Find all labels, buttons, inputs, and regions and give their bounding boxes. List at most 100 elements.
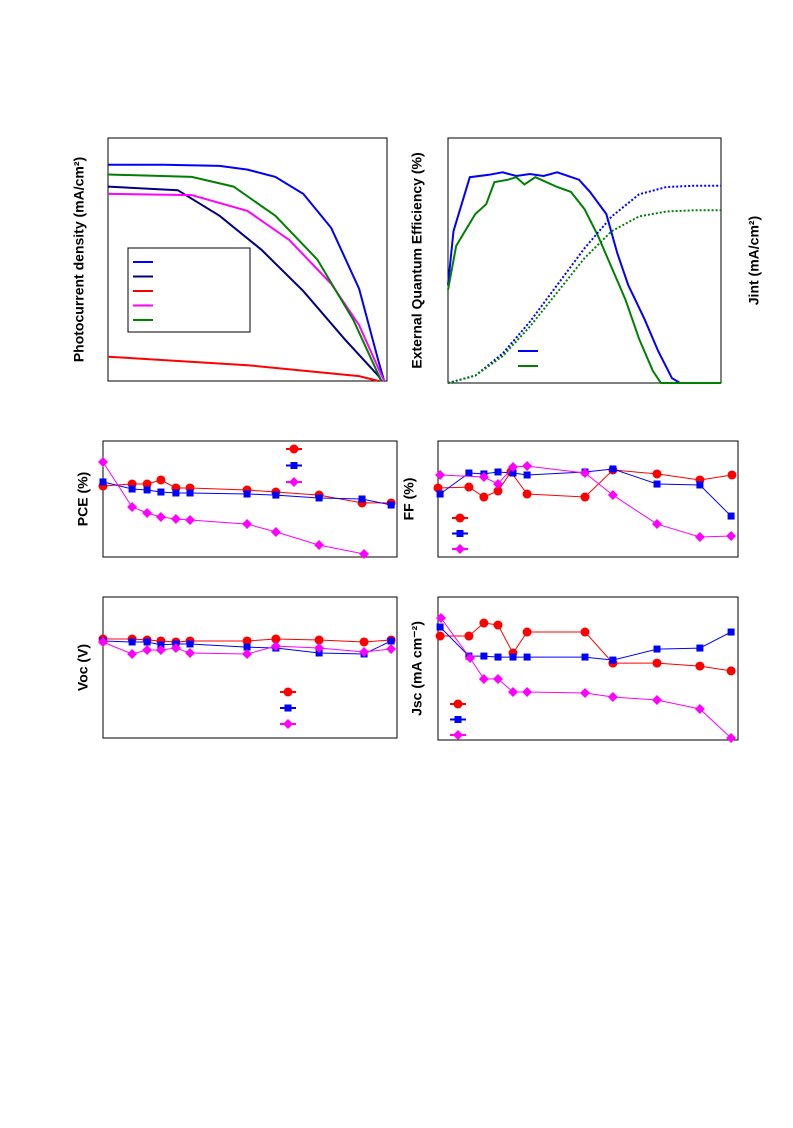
marker (435, 631, 445, 641)
series-line (440, 465, 732, 538)
marker (387, 637, 395, 645)
marker (494, 468, 502, 476)
marker (242, 519, 253, 530)
series-line (108, 163, 386, 382)
marker (727, 628, 735, 636)
y-axis-label: External Quantum Efficiency (%) (409, 152, 425, 368)
marker (694, 703, 705, 714)
panel: Photocurrent density (mA/cm²) (71, 137, 388, 382)
marker (436, 623, 444, 631)
series-line (107, 355, 379, 382)
marker (359, 548, 370, 559)
plot-frame (437, 440, 739, 558)
marker (493, 479, 503, 490)
marker (185, 514, 196, 525)
marker (270, 526, 281, 537)
marker (609, 465, 617, 473)
series-line (447, 171, 721, 384)
marker (696, 481, 704, 489)
marker (607, 691, 618, 702)
y-axis-label: Photocurrent density (mA/cm²) (71, 157, 87, 362)
y-axis-label: Jsc (mA cm⁻²) (409, 621, 425, 716)
marker (289, 477, 299, 487)
marker (170, 643, 181, 654)
marker (580, 627, 590, 637)
marker (580, 687, 590, 698)
series-line (102, 461, 365, 555)
marker (243, 490, 251, 498)
marker (242, 636, 252, 646)
marker (464, 631, 474, 641)
series-line (107, 192, 386, 382)
marker (607, 490, 618, 501)
marker (290, 462, 298, 469)
panel: Jsc (mA cm⁻²) (409, 596, 739, 743)
marker (609, 656, 617, 664)
marker (359, 637, 369, 647)
marker (436, 490, 444, 498)
marker (98, 456, 108, 467)
marker (127, 502, 138, 513)
marker (493, 673, 503, 684)
marker (580, 492, 590, 502)
marker (142, 645, 153, 656)
marker (157, 641, 165, 649)
marker (283, 719, 293, 729)
marker (358, 495, 366, 503)
marker (653, 645, 661, 653)
marker (580, 468, 590, 479)
marker (272, 491, 280, 499)
marker (522, 627, 532, 637)
series-line (107, 173, 383, 382)
marker (142, 479, 152, 489)
marker (696, 644, 704, 652)
marker (433, 483, 443, 493)
marker (243, 643, 251, 651)
marker (242, 648, 253, 659)
panel: External Quantum Efficiency (%) Jint (mA/… (409, 137, 762, 384)
panel: PCE (%) (75, 440, 398, 559)
y-axis-label: PCE (%) (75, 472, 91, 526)
marker (454, 716, 462, 723)
marker (172, 489, 180, 497)
marker (522, 686, 533, 697)
marker (289, 444, 299, 454)
marker (652, 658, 662, 668)
marker (314, 635, 324, 645)
marker (453, 730, 463, 740)
marker (695, 661, 705, 671)
marker (493, 486, 503, 496)
marker (726, 666, 736, 676)
y-axis-label: Voc (V) (75, 644, 91, 691)
marker (127, 648, 138, 659)
marker (98, 636, 108, 647)
marker (128, 485, 136, 493)
marker (186, 489, 194, 497)
marker (435, 469, 446, 480)
marker (653, 480, 661, 488)
marker (652, 469, 662, 479)
marker (479, 618, 489, 628)
marker (359, 646, 370, 657)
marker (465, 469, 473, 477)
marker (464, 482, 474, 492)
marker (581, 653, 589, 661)
marker (143, 486, 151, 494)
marker (727, 470, 737, 480)
marker (453, 699, 463, 709)
marker (271, 634, 281, 644)
marker (478, 673, 489, 684)
marker (99, 478, 107, 486)
plot-frame (102, 596, 398, 739)
marker (522, 461, 533, 472)
y2-axis-label: Jint (mA/cm²) (746, 216, 762, 305)
marker (509, 653, 517, 661)
plot-frame (437, 596, 739, 741)
plot-frame (447, 137, 722, 384)
marker (652, 519, 662, 530)
series-line (447, 184, 721, 384)
marker (386, 644, 397, 655)
marker (314, 540, 325, 551)
marker (480, 652, 488, 660)
